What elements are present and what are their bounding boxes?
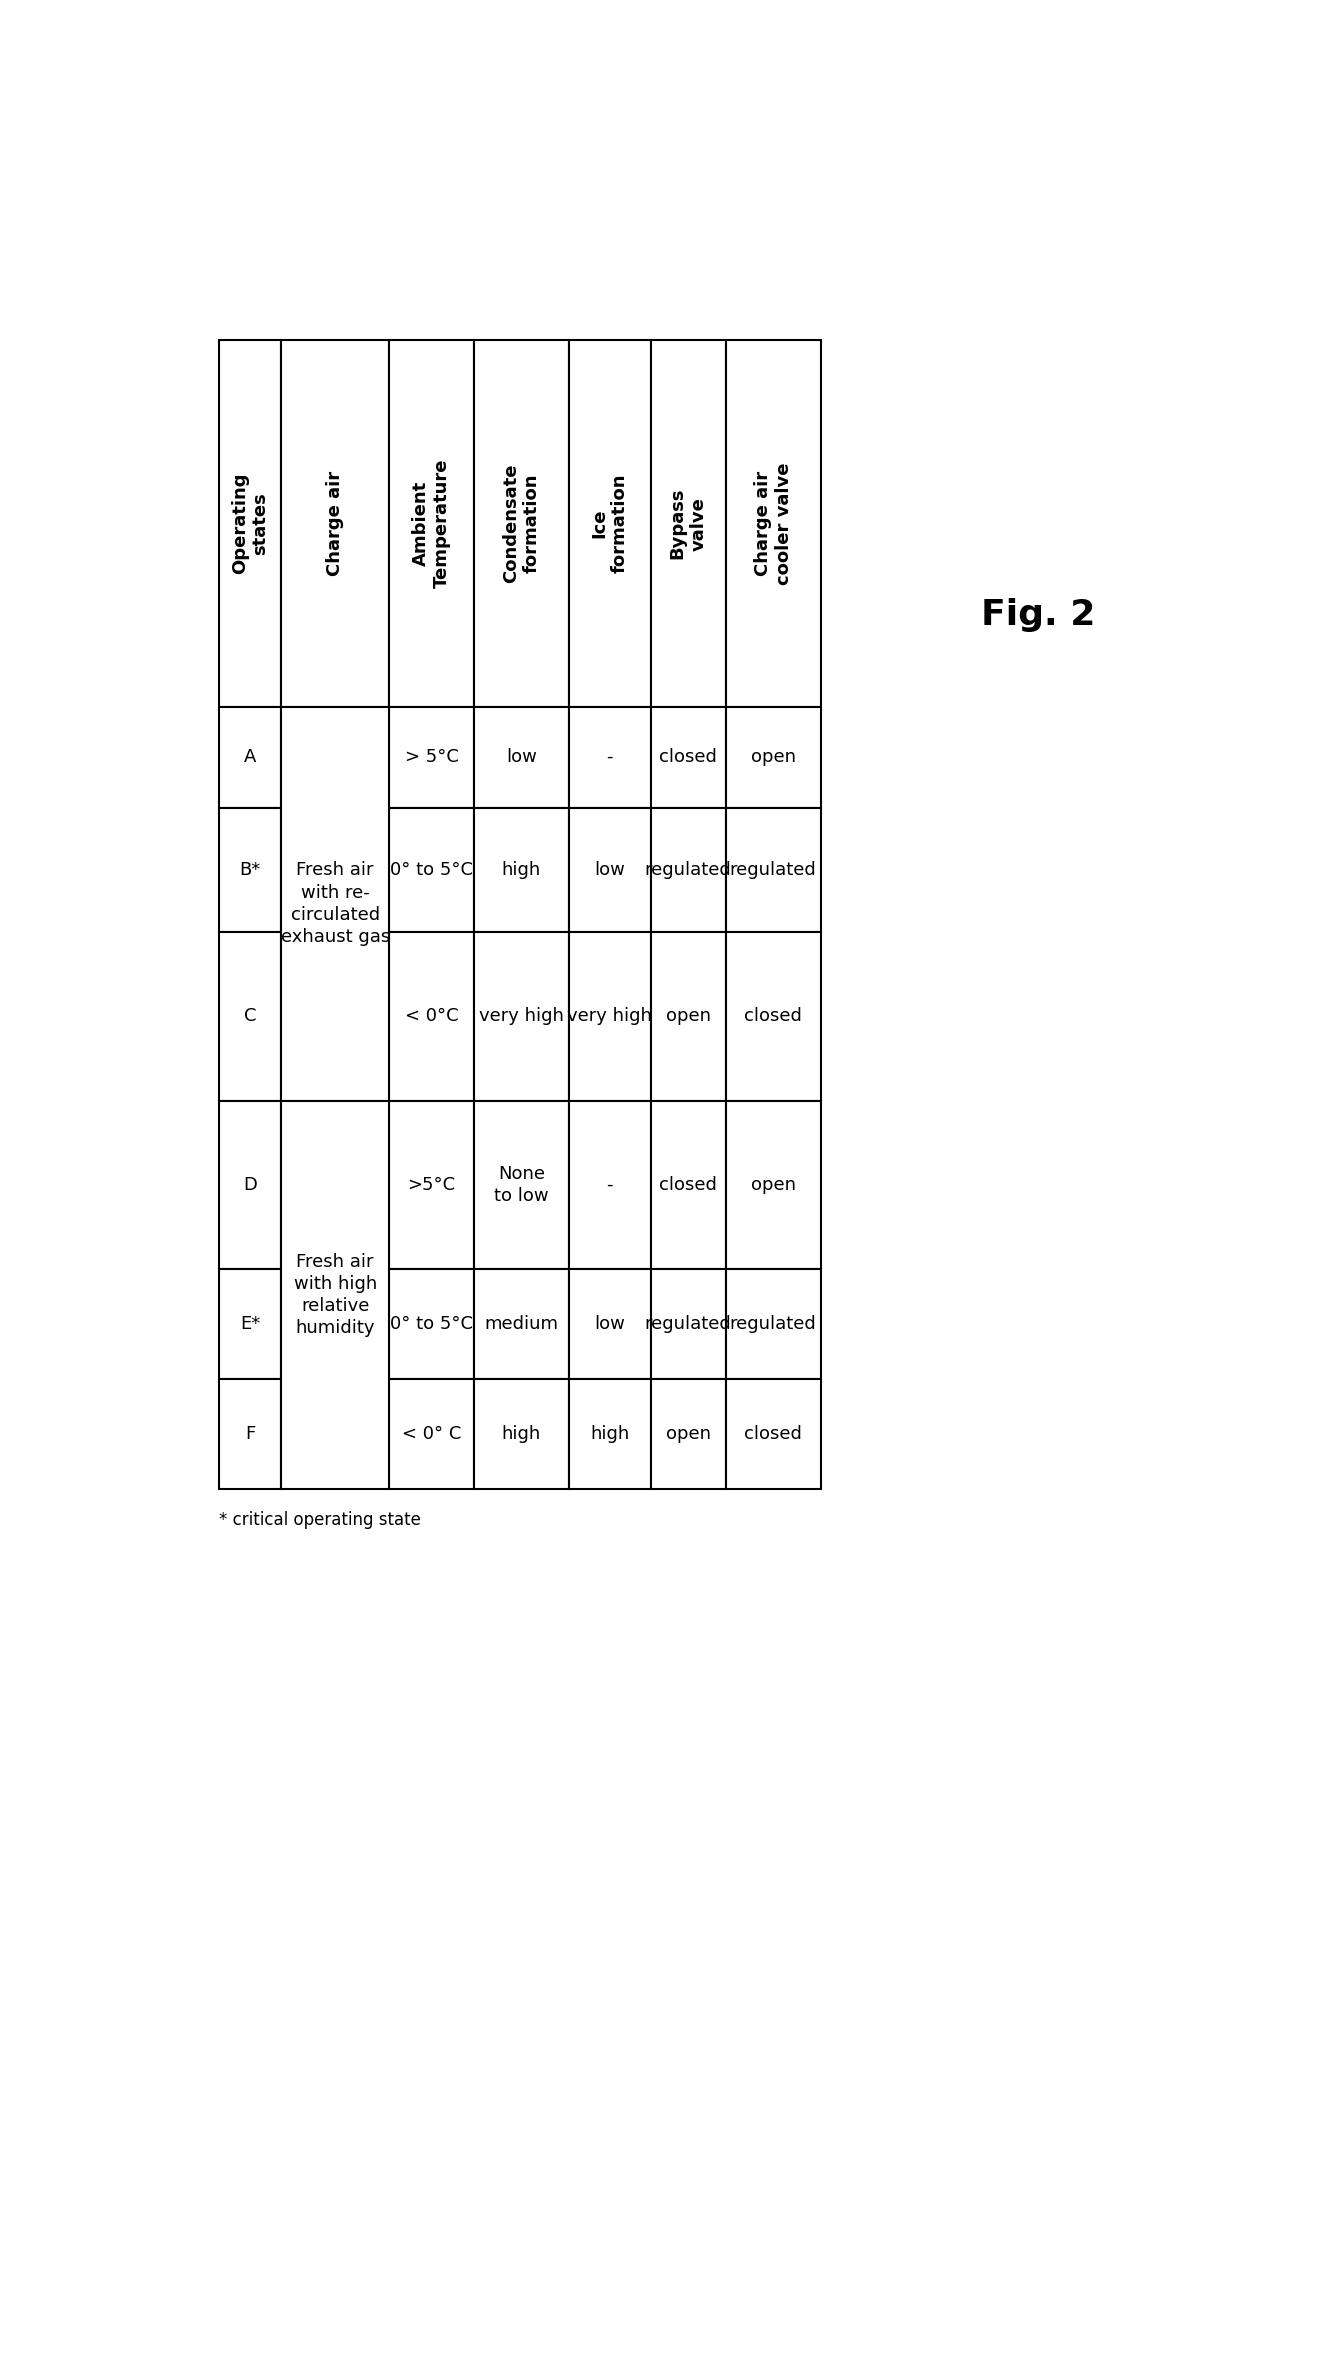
Text: < 0° C: < 0° C bbox=[401, 1425, 462, 1444]
Text: * critical operating state: * critical operating state bbox=[219, 1511, 421, 1530]
Bar bbox=[474, 707, 569, 806]
Text: Operating
states: Operating states bbox=[230, 473, 269, 573]
Text: open: open bbox=[665, 1425, 710, 1444]
Text: D: D bbox=[244, 1175, 257, 1194]
Text: regulated: regulated bbox=[729, 861, 816, 878]
Bar bbox=[389, 707, 474, 806]
Text: open: open bbox=[751, 747, 796, 766]
Text: open: open bbox=[751, 1175, 796, 1194]
Text: E*: E* bbox=[240, 1316, 261, 1332]
Text: open: open bbox=[665, 1006, 710, 1025]
Text: high: high bbox=[502, 1425, 541, 1444]
Bar bbox=[650, 707, 725, 806]
Text: regulated: regulated bbox=[729, 1316, 816, 1332]
Bar bbox=[389, 340, 474, 707]
Text: regulated: regulated bbox=[645, 861, 732, 878]
Bar bbox=[219, 1268, 281, 1380]
Bar bbox=[725, 933, 820, 1101]
Text: Bypass
valve: Bypass valve bbox=[669, 488, 708, 559]
Bar bbox=[219, 1380, 281, 1489]
Text: closed: closed bbox=[744, 1006, 801, 1025]
Bar bbox=[474, 1101, 569, 1268]
Bar bbox=[219, 1101, 281, 1268]
Bar bbox=[219, 707, 281, 806]
Text: 0° to 5°C: 0° to 5°C bbox=[391, 861, 474, 878]
Bar bbox=[569, 1268, 650, 1380]
Text: B*: B* bbox=[240, 861, 261, 878]
Text: very high: very high bbox=[567, 1006, 652, 1025]
Bar bbox=[569, 1101, 650, 1268]
Bar bbox=[474, 1268, 569, 1380]
Bar bbox=[650, 1101, 725, 1268]
Bar bbox=[219, 933, 281, 1101]
Bar bbox=[219, 806, 281, 933]
Text: closed: closed bbox=[660, 1175, 717, 1194]
Bar bbox=[569, 933, 650, 1101]
Bar bbox=[219, 340, 281, 707]
Text: Charge air: Charge air bbox=[326, 471, 344, 576]
Text: F: F bbox=[245, 1425, 256, 1444]
Text: low: low bbox=[506, 747, 537, 766]
Bar bbox=[569, 707, 650, 806]
Bar bbox=[569, 340, 650, 707]
Text: Fresh air
with re-
circulated
exhaust gas: Fresh air with re- circulated exhaust ga… bbox=[281, 861, 389, 947]
Bar bbox=[389, 933, 474, 1101]
Text: -: - bbox=[606, 1175, 613, 1194]
Bar bbox=[725, 1268, 820, 1380]
Text: >5°C: >5°C bbox=[408, 1175, 456, 1194]
Bar bbox=[725, 340, 820, 707]
Text: Charge air
cooler valve: Charge air cooler valve bbox=[753, 462, 792, 585]
Text: very high: very high bbox=[479, 1006, 563, 1025]
Bar bbox=[474, 340, 569, 707]
Bar bbox=[569, 1380, 650, 1489]
Bar bbox=[281, 1101, 389, 1489]
Text: Fig. 2: Fig. 2 bbox=[981, 597, 1096, 633]
Text: < 0°C: < 0°C bbox=[405, 1006, 459, 1025]
Text: Condensate
formation: Condensate formation bbox=[502, 464, 541, 583]
Text: Ice
formation: Ice formation bbox=[590, 473, 629, 573]
Text: C: C bbox=[244, 1006, 257, 1025]
Text: -: - bbox=[606, 747, 613, 766]
Bar bbox=[650, 340, 725, 707]
Bar bbox=[650, 1380, 725, 1489]
Bar bbox=[650, 1268, 725, 1380]
Bar bbox=[725, 806, 820, 933]
Text: None
to low: None to low bbox=[494, 1166, 549, 1206]
Text: closed: closed bbox=[744, 1425, 801, 1444]
Text: Fresh air
with high
relative
humidity: Fresh air with high relative humidity bbox=[293, 1251, 377, 1337]
Bar bbox=[474, 1380, 569, 1489]
Text: high: high bbox=[590, 1425, 629, 1444]
Bar bbox=[281, 340, 389, 707]
Bar bbox=[281, 707, 389, 1101]
Bar bbox=[650, 933, 725, 1101]
Text: A: A bbox=[244, 747, 257, 766]
Text: low: low bbox=[594, 861, 625, 878]
Text: low: low bbox=[594, 1316, 625, 1332]
Bar bbox=[725, 1380, 820, 1489]
Bar bbox=[389, 806, 474, 933]
Bar bbox=[650, 806, 725, 933]
Text: 0° to 5°C: 0° to 5°C bbox=[391, 1316, 474, 1332]
Bar bbox=[569, 806, 650, 933]
Bar bbox=[389, 1101, 474, 1268]
Bar bbox=[389, 1268, 474, 1380]
Text: Ambient
Temperature: Ambient Temperature bbox=[412, 459, 451, 588]
Bar bbox=[474, 933, 569, 1101]
Text: medium: medium bbox=[484, 1316, 558, 1332]
Bar bbox=[725, 1101, 820, 1268]
Bar bbox=[474, 806, 569, 933]
Text: high: high bbox=[502, 861, 541, 878]
Text: regulated: regulated bbox=[645, 1316, 732, 1332]
Text: > 5°C: > 5°C bbox=[404, 747, 459, 766]
Bar bbox=[725, 707, 820, 806]
Bar bbox=[389, 1380, 474, 1489]
Text: closed: closed bbox=[660, 747, 717, 766]
